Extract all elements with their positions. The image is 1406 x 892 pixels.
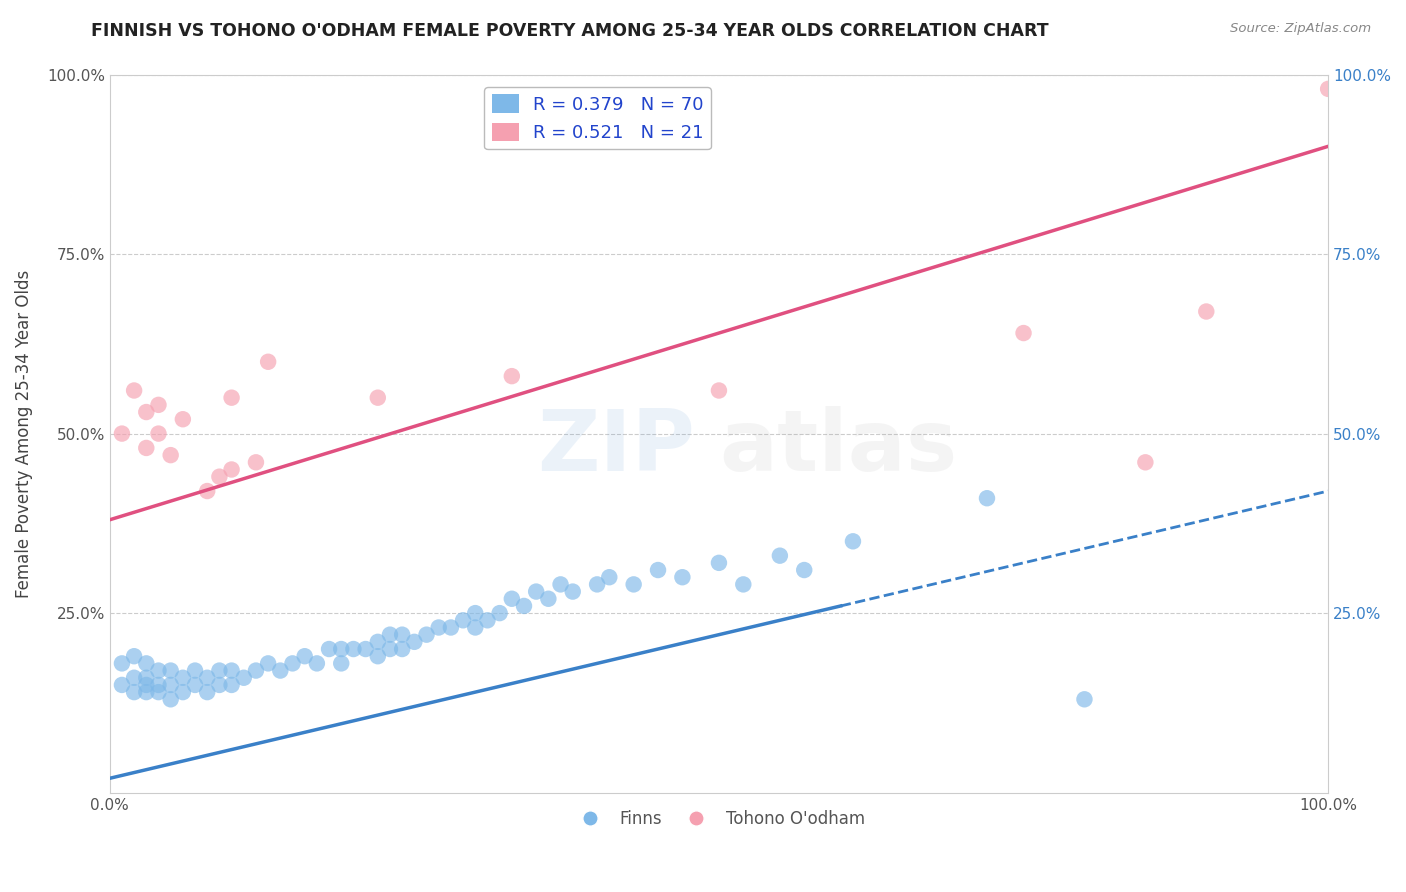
Point [477, 613, 499, 627]
Point [1073, 692, 1095, 706]
Point [671, 570, 693, 584]
Text: atlas: atlas [718, 407, 957, 490]
Point [354, 642, 377, 657]
Point [111, 426, 134, 441]
Point [294, 649, 316, 664]
Point [793, 563, 815, 577]
Point [769, 549, 792, 563]
Point [598, 570, 620, 584]
Point [221, 678, 243, 692]
Legend: Finns, Tohono O'odham: Finns, Tohono O'odham [567, 804, 872, 835]
Point [111, 657, 134, 671]
Point [404, 635, 426, 649]
Text: ZIP: ZIP [537, 407, 695, 490]
Point [208, 664, 231, 678]
Point [733, 577, 755, 591]
Point [122, 649, 145, 664]
Point [148, 664, 170, 678]
Point [148, 678, 170, 692]
Point [257, 657, 280, 671]
Point [221, 664, 243, 678]
Point [537, 591, 560, 606]
Point [172, 685, 194, 699]
Point [281, 657, 304, 671]
Point [208, 678, 231, 692]
Point [367, 391, 389, 405]
Point [451, 613, 474, 627]
Point [342, 642, 364, 657]
Point [184, 678, 207, 692]
Point [159, 692, 181, 706]
Point [330, 657, 353, 671]
Point [1317, 82, 1340, 96]
Point [427, 620, 450, 634]
Point [378, 628, 401, 642]
Point [513, 599, 536, 613]
Point [623, 577, 645, 591]
Point [122, 671, 145, 685]
Point [135, 657, 157, 671]
Point [172, 412, 194, 426]
Point [561, 584, 583, 599]
Point [391, 628, 413, 642]
Point [1012, 326, 1035, 340]
Point [245, 664, 267, 678]
Point [391, 642, 413, 657]
Point [122, 685, 145, 699]
Point [440, 620, 463, 634]
Point [245, 455, 267, 469]
Point [135, 678, 157, 692]
Point [221, 462, 243, 476]
Point [257, 355, 280, 369]
Point [195, 671, 218, 685]
Point [269, 664, 291, 678]
Point [524, 584, 547, 599]
Point [135, 405, 157, 419]
Text: Source: ZipAtlas.com: Source: ZipAtlas.com [1230, 22, 1371, 36]
Point [148, 685, 170, 699]
Point [195, 685, 218, 699]
Point [232, 671, 254, 685]
Point [488, 606, 510, 620]
Point [122, 384, 145, 398]
Point [305, 657, 328, 671]
Text: FINNISH VS TOHONO O'ODHAM FEMALE POVERTY AMONG 25-34 YEAR OLDS CORRELATION CHART: FINNISH VS TOHONO O'ODHAM FEMALE POVERTY… [91, 22, 1049, 40]
Point [586, 577, 609, 591]
Point [159, 448, 181, 462]
Point [378, 642, 401, 657]
Point [318, 642, 340, 657]
Point [135, 685, 157, 699]
Point [111, 678, 134, 692]
Point [135, 441, 157, 455]
Point [159, 678, 181, 692]
Point [221, 391, 243, 405]
Point [464, 620, 486, 634]
Point [707, 384, 730, 398]
Point [330, 642, 353, 657]
Point [842, 534, 865, 549]
Point [707, 556, 730, 570]
Point [172, 671, 194, 685]
Point [208, 469, 231, 483]
Point [367, 649, 389, 664]
Point [1135, 455, 1157, 469]
Point [501, 591, 523, 606]
Point [415, 628, 437, 642]
Point [148, 398, 170, 412]
Y-axis label: Female Poverty Among 25-34 Year Olds: Female Poverty Among 25-34 Year Olds [15, 269, 32, 598]
Point [184, 664, 207, 678]
Point [550, 577, 572, 591]
Point [159, 664, 181, 678]
Point [148, 426, 170, 441]
Point [1195, 304, 1218, 318]
Point [501, 369, 523, 384]
Point [647, 563, 669, 577]
Point [976, 491, 998, 506]
Point [135, 671, 157, 685]
Point [464, 606, 486, 620]
Point [367, 635, 389, 649]
Point [195, 483, 218, 498]
